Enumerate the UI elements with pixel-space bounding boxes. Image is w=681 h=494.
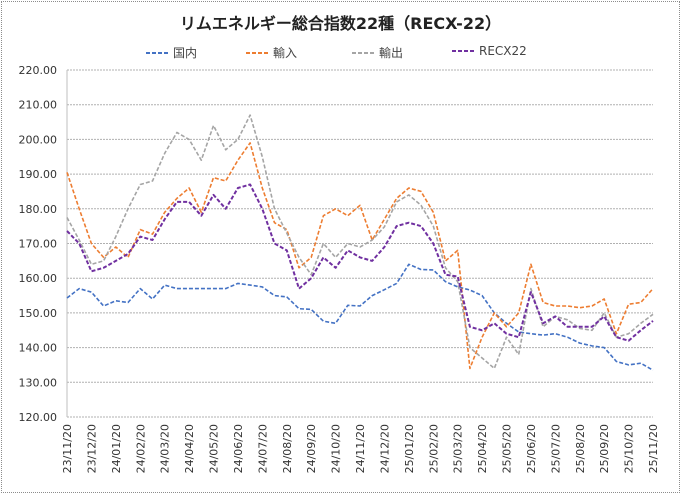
x-tick-label: 24/02/20 <box>134 424 147 473</box>
legend-swatch-domestic <box>146 51 170 54</box>
x-tick-label: 25/09/20 <box>598 424 611 473</box>
x-tick-label: 24/07/20 <box>256 424 269 473</box>
series-line-import <box>66 142 654 370</box>
y-tick-label: 190.00 <box>19 168 58 181</box>
x-tick-label: 25/02/20 <box>427 424 440 473</box>
series-line-domestic <box>66 263 654 371</box>
x-tick-label: 25/07/20 <box>549 424 562 473</box>
legend: 国内 輸入 輸出 RECX22 <box>0 44 681 62</box>
y-tick-label: 220.00 <box>19 64 58 77</box>
legend-label-domestic: 国内 <box>173 46 198 60</box>
y-tick-label: 140.00 <box>19 342 58 355</box>
x-tick-label: 25/08/20 <box>574 424 587 473</box>
legend-item-export: 輸出 <box>352 44 403 61</box>
legend-item-recx22: RECX22 <box>452 44 527 58</box>
x-tick-label: 24/01/20 <box>110 424 123 473</box>
chart-title: リムエネルギー総合指数22種（RECX-22） <box>179 14 502 33</box>
y-tick-label: 130.00 <box>19 376 58 389</box>
legend-swatch-export <box>352 51 376 54</box>
x-tick-label: 24/03/20 <box>159 424 172 473</box>
series-line-recx22 <box>66 183 654 342</box>
y-tick-label: 170.00 <box>19 238 58 251</box>
x-tick-label: 24/05/20 <box>208 424 221 473</box>
series-line-export <box>66 114 654 370</box>
x-tick-label: 24/11/20 <box>354 424 367 473</box>
x-tick-label: 24/09/20 <box>305 424 318 473</box>
x-tick-label: 24/08/20 <box>281 424 294 473</box>
legend-swatch-recx22 <box>452 50 476 52</box>
x-tick-label: 24/12/20 <box>378 424 391 473</box>
x-tick-label: 25/10/20 <box>623 424 636 473</box>
legend-item-import: 輸入 <box>246 44 297 61</box>
y-tick-label: 120.00 <box>19 411 58 424</box>
y-tick-label: 210.00 <box>19 99 58 112</box>
y-tick-label: 150.00 <box>19 307 58 320</box>
x-tick-label: 25/03/20 <box>452 424 465 473</box>
y-tick-label: 200.00 <box>19 133 58 146</box>
x-tick-label: 23/12/20 <box>85 424 98 473</box>
legend-item-domestic: 国内 <box>146 44 197 61</box>
legend-label-recx22: RECX22 <box>479 44 527 58</box>
x-tick-label: 25/04/20 <box>476 424 489 473</box>
legend-label-export: 輸出 <box>379 46 404 60</box>
x-tick-label: 25/06/20 <box>525 424 538 473</box>
legend-swatch-import <box>246 51 270 54</box>
x-tick-label: 24/04/20 <box>183 424 196 473</box>
y-tick-label: 160.00 <box>19 272 58 285</box>
x-tick-label: 23/11/20 <box>61 424 74 473</box>
y-tick-label: 180.00 <box>19 203 58 216</box>
x-tick-label: 25/05/20 <box>501 424 514 473</box>
x-tick-label: 24/10/20 <box>330 424 343 473</box>
x-tick-label: 24/06/20 <box>232 424 245 473</box>
x-tick-label: 25/11/20 <box>647 424 660 473</box>
x-tick-label: 25/01/20 <box>403 424 416 473</box>
legend-label-import: 輸入 <box>273 46 298 60</box>
